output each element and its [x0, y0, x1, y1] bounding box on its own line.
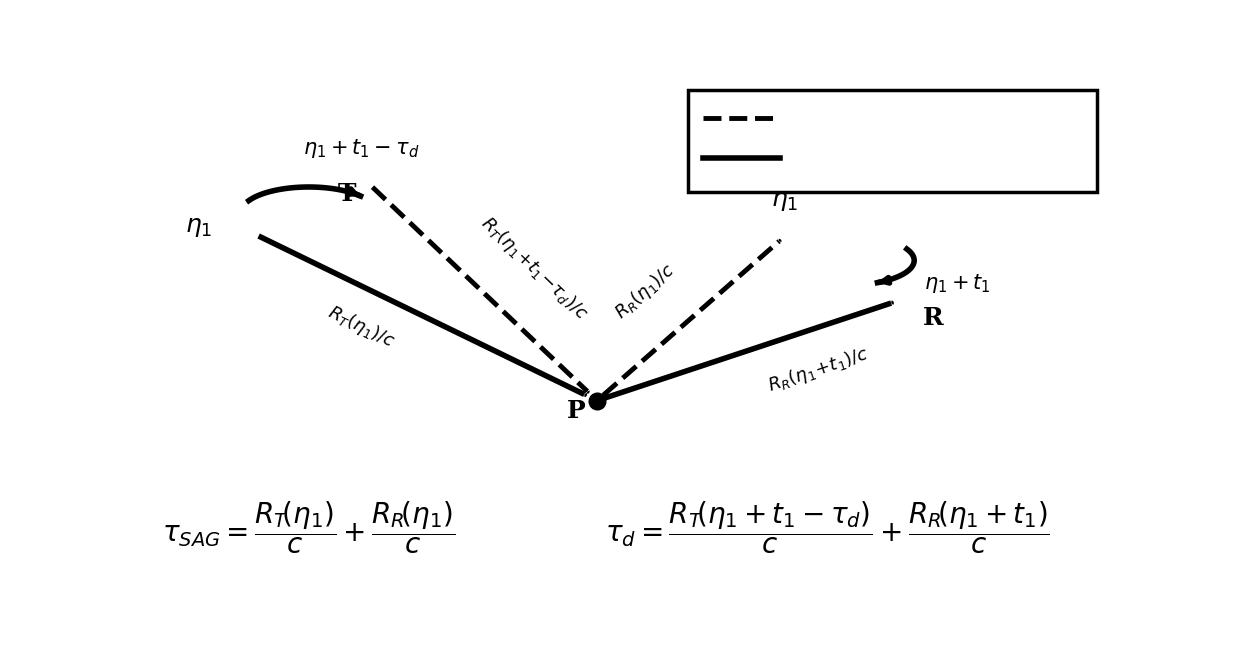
- Text: $\tau_d=\dfrac{R_T\!\left(\eta_1+t_1-\tau_d\right)}{c}+\dfrac{R_R\!\left(\eta_1+: $\tau_d=\dfrac{R_T\!\left(\eta_1+t_1-\ta…: [605, 500, 1050, 556]
- Text: $\eta_1+t_1-\tau_d$: $\eta_1+t_1-\tau_d$: [304, 137, 420, 160]
- Text: $\eta_1$: $\eta_1$: [771, 189, 799, 213]
- Text: $R_R(\eta_1)/c$: $R_R(\eta_1)/c$: [610, 258, 680, 324]
- Text: "停走停" 传播路径: "停走停" 传播路径: [799, 109, 899, 126]
- Text: T: T: [339, 182, 356, 206]
- Text: $R_R(\eta_1\!+\!t_1)/c$: $R_R(\eta_1\!+\!t_1)/c$: [765, 343, 872, 397]
- FancyArrowPatch shape: [604, 241, 779, 395]
- Text: $R_T(\eta_1\!+\!t_1\!-\!\tau_d)/c$: $R_T(\eta_1\!+\!t_1\!-\!\tau_d)/c$: [476, 212, 593, 324]
- Text: P: P: [567, 399, 585, 423]
- Text: $\eta_1+t_1$: $\eta_1+t_1$: [924, 272, 991, 295]
- FancyArrowPatch shape: [259, 236, 584, 395]
- Bar: [688, 89, 1096, 191]
- Text: $R_T(\eta_1)/c$: $R_T(\eta_1)/c$: [325, 301, 399, 352]
- Text: $\tau_{SAG}=\dfrac{R_T\!\left(\eta_1\right)}{c}+\dfrac{R_R\!\left(\eta_1\right)}: $\tau_{SAG}=\dfrac{R_T\!\left(\eta_1\rig…: [162, 500, 455, 556]
- FancyArrowPatch shape: [372, 187, 588, 391]
- Text: 实际传播路径: 实际传播路径: [799, 150, 863, 167]
- FancyArrowPatch shape: [605, 303, 892, 398]
- Text: R: R: [923, 306, 944, 330]
- Text: $\eta_1$: $\eta_1$: [185, 215, 212, 239]
